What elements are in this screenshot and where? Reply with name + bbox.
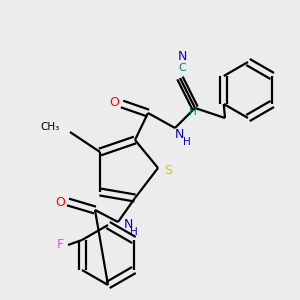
Text: H: H <box>189 107 197 117</box>
Text: N: N <box>124 218 134 230</box>
Text: N: N <box>177 50 187 62</box>
Text: H: H <box>183 137 191 147</box>
Text: H: H <box>130 227 138 237</box>
Text: F: F <box>56 238 64 251</box>
Text: C: C <box>178 63 186 73</box>
Text: S: S <box>164 164 172 178</box>
Text: O: O <box>55 196 65 208</box>
Text: O: O <box>109 95 119 109</box>
Text: CH₃: CH₃ <box>41 122 60 132</box>
Text: N: N <box>174 128 184 140</box>
